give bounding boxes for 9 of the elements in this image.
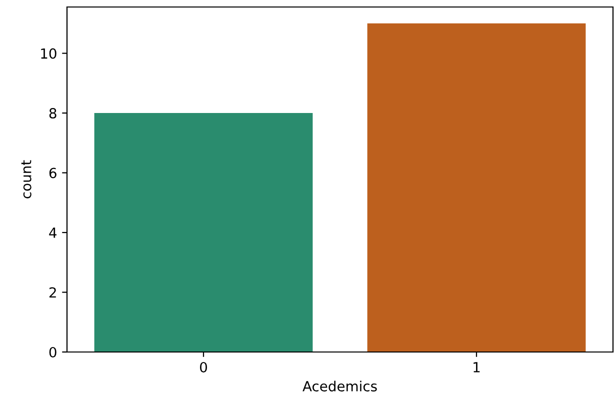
y-tick-label: 4 bbox=[49, 228, 56, 238]
x-tick-label: 1 bbox=[474, 362, 480, 372]
x-axis-title: Acedemics bbox=[302, 380, 377, 392]
y-tick-label: 6 bbox=[49, 168, 56, 178]
y-tick-label: 8 bbox=[49, 108, 56, 119]
y-tick-label: 10 bbox=[41, 48, 56, 59]
y-axis-title: count bbox=[21, 160, 32, 198]
y-tick-label: 0 bbox=[49, 346, 56, 358]
y-tick-label: 2 bbox=[49, 287, 56, 298]
